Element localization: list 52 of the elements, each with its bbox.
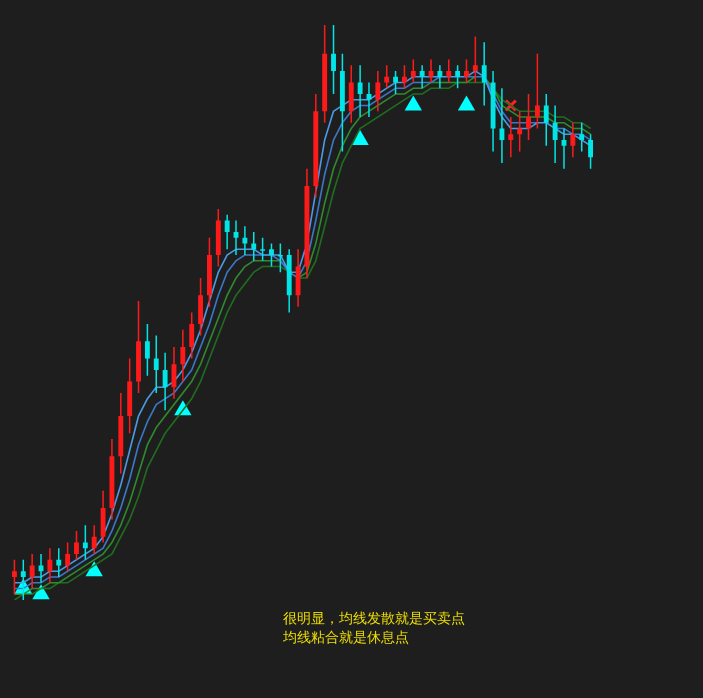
candlestick — [570, 122, 576, 158]
candlestick — [526, 93, 531, 141]
candlestick — [366, 82, 372, 118]
candlestick — [269, 242, 274, 268]
candlestick — [393, 70, 398, 95]
candlestick — [464, 58, 469, 84]
candlestick — [402, 64, 407, 89]
candlestick — [65, 542, 70, 572]
candlestick — [410, 58, 416, 84]
candlestick — [358, 64, 363, 118]
candlestick — [437, 64, 442, 89]
text: 很明显，均线发散就是买卖点 — [283, 610, 465, 629]
candlestick — [562, 128, 566, 170]
candlestick — [455, 64, 460, 89]
candlestick — [428, 58, 434, 84]
candlestick — [446, 58, 452, 84]
candlestick — [278, 242, 283, 273]
candlestick — [544, 93, 549, 146]
candlestick — [588, 134, 594, 170]
candlestick — [180, 329, 186, 382]
point — [352, 132, 368, 145]
candlestick — [242, 226, 248, 256]
candlestick — [154, 334, 159, 394]
candlestick — [172, 346, 176, 400]
candlestick — [12, 559, 17, 595]
candlestick — [534, 53, 540, 130]
point — [406, 97, 421, 110]
candlestick — [38, 553, 44, 584]
candlestick — [92, 524, 97, 555]
candlestick — [331, 24, 336, 95]
candlestick — [499, 88, 504, 164]
candlestick — [74, 530, 79, 560]
candlestick — [472, 36, 478, 84]
candlestick — [260, 237, 266, 262]
point — [458, 97, 474, 110]
candlestick — [82, 524, 88, 560]
candlestick — [552, 104, 558, 164]
text: 均线粘合就是休息点 — [283, 629, 410, 648]
candlestick — [189, 312, 194, 360]
candlestick — [224, 214, 230, 250]
candlestick — [251, 231, 256, 262]
candlestick — [144, 323, 150, 376]
candlestick — [375, 70, 380, 112]
candlestick — [234, 220, 238, 256]
point — [33, 586, 49, 600]
candlestick — [517, 110, 522, 152]
candlestick — [162, 352, 168, 411]
point — [86, 562, 102, 576]
candlestick — [30, 553, 35, 590]
candlestick — [482, 42, 487, 106]
candlestick — [47, 548, 52, 584]
candlestick — [420, 64, 425, 89]
